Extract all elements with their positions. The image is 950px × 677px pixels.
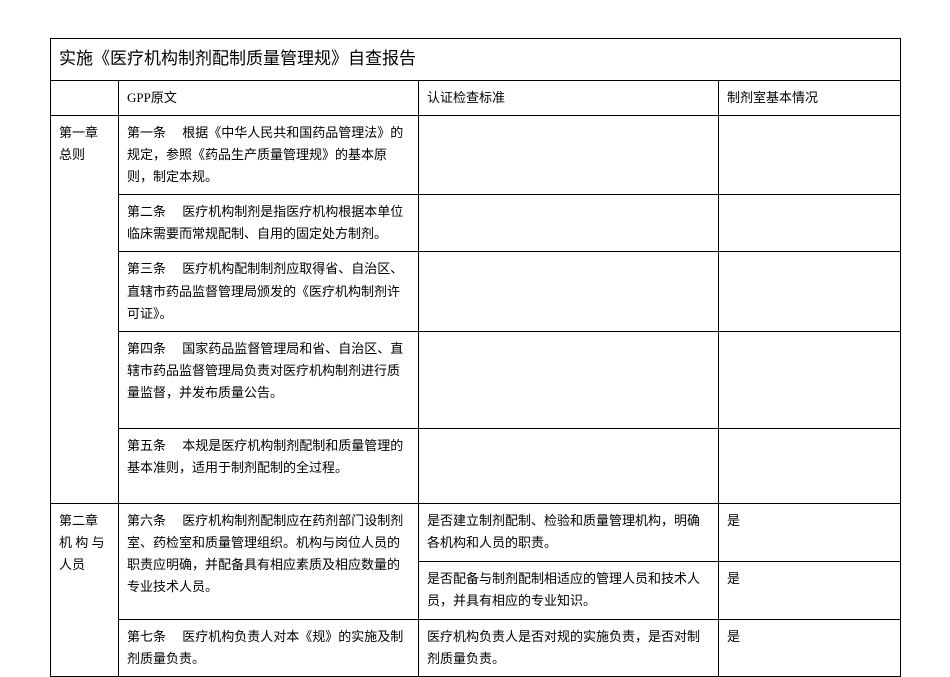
article-5-cell: 第五条 本规是医疗机构制剂配制和质量管理的基本准则，适用于制剂配制的全过程。 — [119, 429, 419, 504]
article-3-cell: 第三条 医疗机构配制制剂应取得省、自治区、直辖市药品监督管理局颁发的《医疗机构制… — [119, 252, 419, 331]
chapter-2-subtitle: 机 构 与 人员 — [59, 535, 105, 572]
article-2-label: 第二条 — [127, 201, 179, 223]
chapter-2-cell: 第二章 机 构 与 人员 — [51, 504, 119, 677]
report-title: 实施《医疗机构制剂配制质量管理规》自查报告 — [51, 39, 901, 81]
chapter-2-title: 第二章 — [59, 513, 98, 528]
header-chapter — [51, 80, 119, 115]
cert-empty — [419, 115, 719, 194]
status-7: 是 — [719, 619, 901, 676]
status-6a: 是 — [719, 504, 901, 562]
cert-6b: 是否配备与制剂配制相适应的管理人员和技术人员，并具有相应的专业知识。 — [419, 561, 719, 619]
article-3-label: 第三条 — [127, 258, 179, 280]
article-1-cell: 第一条 根据《中华人民共和国药品管理法》的规定，参照《药品生产质量管理规》的基本… — [119, 115, 419, 194]
status-empty — [719, 252, 901, 331]
chapter-1-title: 第一章 — [59, 125, 98, 140]
article-2-cell: 第二条 医疗机构制剂是指医疗机构根据本单位临床需要而常规配制、自用的固定处方制剂… — [119, 195, 419, 252]
header-row: GPP原文 认证检查标准 制剂室基本情况 — [51, 80, 901, 115]
article-5-label: 第五条 — [127, 435, 179, 457]
table-row: 第三条 医疗机构配制制剂应取得省、自治区、直辖市药品监督管理局颁发的《医疗机构制… — [51, 252, 901, 331]
cert-6a: 是否建立制剂配制、检验和质量管理机构，明确各机构和人员的职责。 — [419, 504, 719, 562]
status-empty — [719, 115, 901, 194]
article-6-cell: 第六条 医疗机构制剂配制应在药剂部门设制剂室、药检室和质量管理组织。机构与岗位人… — [119, 504, 419, 619]
header-cert: 认证检查标准 — [419, 80, 719, 115]
status-empty — [719, 429, 901, 504]
table-row: 第七条 医疗机构负责人对本《规》的实施及制剂质量负责。 医疗机构负责人是否对规的… — [51, 619, 901, 676]
status-6b: 是 — [719, 561, 901, 619]
table-row: 第一章 总则 第一条 根据《中华人民共和国药品管理法》的规定，参照《药品生产质量… — [51, 115, 901, 194]
cert-empty — [419, 252, 719, 331]
table-row: 第二条 医疗机构制剂是指医疗机构根据本单位临床需要而常规配制、自用的固定处方制剂… — [51, 195, 901, 252]
cert-empty — [419, 429, 719, 504]
chapter-1-cell: 第一章 总则 — [51, 115, 119, 503]
article-1-label: 第一条 — [127, 122, 179, 144]
header-gpp: GPP原文 — [119, 80, 419, 115]
header-status: 制剂室基本情况 — [719, 80, 901, 115]
cert-empty — [419, 331, 719, 428]
cert-empty — [419, 195, 719, 252]
self-inspection-report-table: 实施《医疗机构制剂配制质量管理规》自查报告 GPP原文 认证检查标准 制剂室基本… — [50, 38, 901, 677]
article-7-cell: 第七条 医疗机构负责人对本《规》的实施及制剂质量负责。 — [119, 619, 419, 676]
status-empty — [719, 195, 901, 252]
status-empty — [719, 331, 901, 428]
table-row: 第四条 国家药品监督管理局和省、自治区、直辖市药品监督管理局负责对医疗机构制剂进… — [51, 331, 901, 428]
article-7-label: 第七条 — [127, 626, 179, 648]
chapter-1-subtitle: 总则 — [59, 147, 85, 162]
cert-7: 医疗机构负责人是否对规的实施负责，是否对制剂质量负责。 — [419, 619, 719, 676]
article-4-cell: 第四条 国家药品监督管理局和省、自治区、直辖市药品监督管理局负责对医疗机构制剂进… — [119, 331, 419, 428]
article-6-label: 第六条 — [127, 510, 179, 532]
table-row: 第二章 机 构 与 人员 第六条 医疗机构制剂配制应在药剂部门设制剂室、药检室和… — [51, 504, 901, 562]
title-row: 实施《医疗机构制剂配制质量管理规》自查报告 — [51, 39, 901, 81]
table-row: 第五条 本规是医疗机构制剂配制和质量管理的基本准则，适用于制剂配制的全过程。 — [51, 429, 901, 504]
article-4-label: 第四条 — [127, 338, 179, 360]
